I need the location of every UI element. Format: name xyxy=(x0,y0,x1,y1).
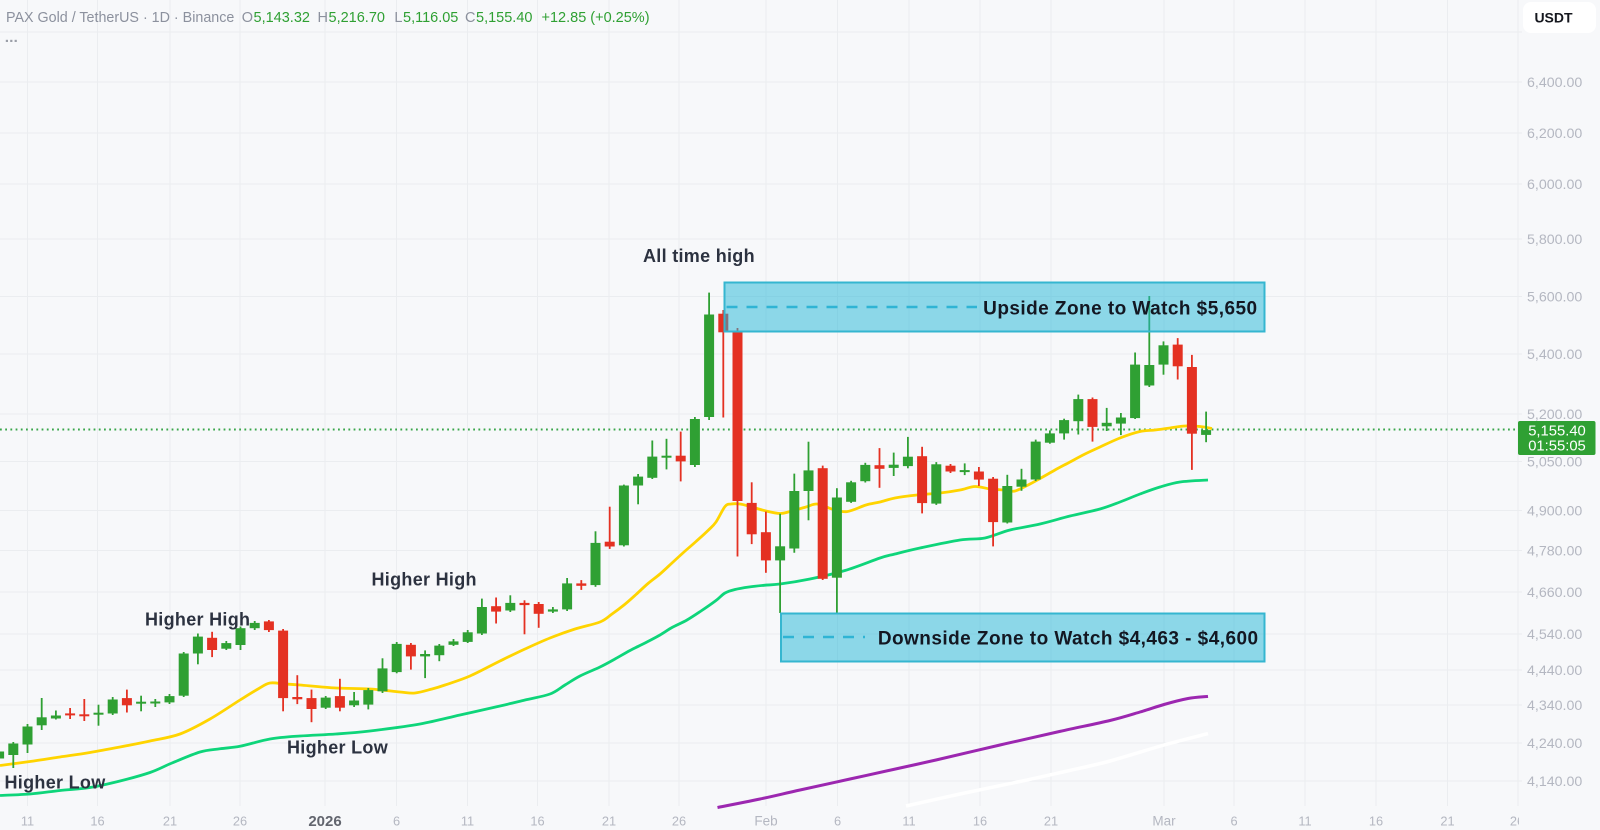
svg-text:Feb: Feb xyxy=(754,814,777,829)
svg-text:4,440.00: 4,440.00 xyxy=(1527,663,1582,679)
svg-text:16: 16 xyxy=(1369,814,1383,829)
svg-text:11: 11 xyxy=(1298,814,1311,829)
svg-text:11: 11 xyxy=(21,814,34,829)
svg-text:5,200.00: 5,200.00 xyxy=(1527,407,1582,423)
svg-text:+12.85 (+0.25%): +12.85 (+0.25%) xyxy=(542,10,650,26)
svg-text:5,116.05: 5,116.05 xyxy=(403,10,458,26)
svg-text:C: C xyxy=(465,10,475,26)
svg-text:5,216.70: 5,216.70 xyxy=(329,10,385,26)
svg-text:5,400.00: 5,400.00 xyxy=(1527,347,1582,363)
svg-text:01:55:05: 01:55:05 xyxy=(1528,438,1586,454)
svg-text:5,800.00: 5,800.00 xyxy=(1527,232,1582,248)
svg-text:16: 16 xyxy=(90,814,104,829)
svg-text:Upside Zone to Watch $5,650: Upside Zone to Watch $5,650 xyxy=(983,298,1257,319)
svg-text:6: 6 xyxy=(393,814,400,829)
svg-text:16: 16 xyxy=(530,814,544,829)
svg-text:26: 26 xyxy=(1510,814,1524,829)
svg-text:4,780.00: 4,780.00 xyxy=(1527,544,1582,560)
svg-text:Downside Zone to Watch $4,463: Downside Zone to Watch $4,463 - $4,600 xyxy=(878,628,1259,649)
svg-text:All time high: All time high xyxy=(643,246,755,266)
svg-text:26: 26 xyxy=(233,814,247,829)
svg-text:5,143.32: 5,143.32 xyxy=(254,10,310,26)
svg-text:11: 11 xyxy=(461,814,474,829)
svg-text:6,200.00: 6,200.00 xyxy=(1527,126,1582,142)
svg-text:4,540.00: 4,540.00 xyxy=(1527,627,1582,643)
svg-text:PAX Gold / TetherUS · 1D · Bin: PAX Gold / TetherUS · 1D · Binance xyxy=(6,10,234,26)
svg-text:USDT: USDT xyxy=(1534,10,1573,26)
svg-text:Higher Low: Higher Low xyxy=(287,737,389,757)
svg-text:4,660.00: 4,660.00 xyxy=(1527,585,1582,601)
svg-text:21: 21 xyxy=(1044,814,1058,829)
svg-text:H: H xyxy=(318,10,328,26)
svg-text:6: 6 xyxy=(1230,814,1237,829)
svg-text:Higher Low: Higher Low xyxy=(5,772,107,792)
svg-text:4,240.00: 4,240.00 xyxy=(1527,736,1582,752)
svg-text:4,140.00: 4,140.00 xyxy=(1527,774,1582,790)
svg-text:Mar: Mar xyxy=(1152,814,1176,829)
svg-text:6: 6 xyxy=(834,814,841,829)
svg-text:5,050.00: 5,050.00 xyxy=(1527,455,1582,471)
svg-text:21: 21 xyxy=(163,814,177,829)
svg-text:5,600.00: 5,600.00 xyxy=(1527,290,1582,306)
svg-text:L: L xyxy=(394,10,402,26)
svg-text:16: 16 xyxy=(973,814,987,829)
svg-text:26: 26 xyxy=(672,814,686,829)
svg-text:6,000.00: 6,000.00 xyxy=(1527,177,1582,193)
svg-text:4,340.00: 4,340.00 xyxy=(1527,698,1582,714)
svg-text:Higher High: Higher High xyxy=(372,569,477,589)
svg-text:O: O xyxy=(242,10,253,26)
svg-text:4,900.00: 4,900.00 xyxy=(1527,504,1582,520)
svg-text:Higher High: Higher High xyxy=(145,609,250,629)
svg-text:21: 21 xyxy=(602,814,616,829)
svg-text:5,155.40: 5,155.40 xyxy=(1528,424,1586,440)
svg-text:21: 21 xyxy=(1440,814,1454,829)
svg-text:2026: 2026 xyxy=(308,813,341,830)
svg-text:11: 11 xyxy=(902,814,915,829)
svg-text:6,400.00: 6,400.00 xyxy=(1527,75,1582,91)
svg-text:5,155.40: 5,155.40 xyxy=(476,10,532,26)
